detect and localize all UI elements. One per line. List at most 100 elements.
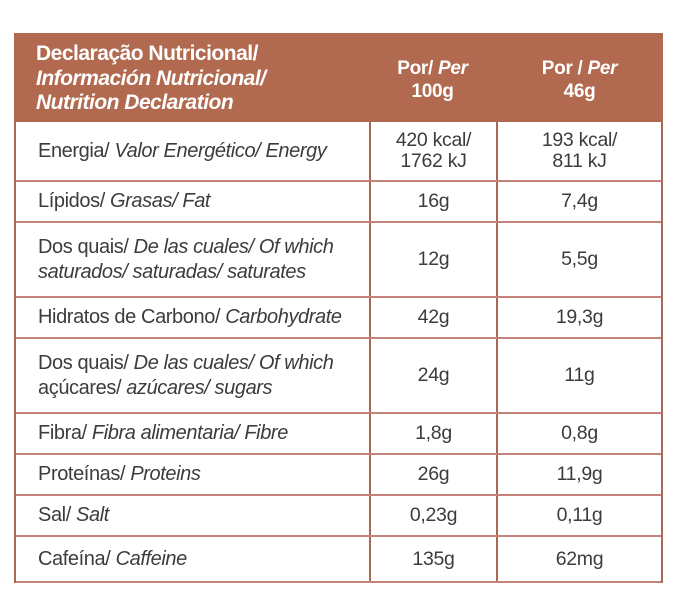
row-label: Energia/ Valor Energético/ Energy (16, 122, 369, 180)
label-segment: Proteínas/ (38, 463, 126, 485)
header-title: Declaração Nutricional/ Información Nutr… (14, 33, 369, 122)
row-label-line: Dos quais/ De las cuales/ Of which (38, 351, 365, 376)
label-segment: Cafeína/ (38, 547, 111, 570)
row-label: Fibra/ Fibra alimentaria/ Fibre (16, 414, 369, 453)
table-header: Declaração Nutricional/ Información Nutr… (14, 33, 663, 122)
header-col-italic: Per (433, 57, 468, 79)
row-value-per-46g: 193 kcal/811 kJ (496, 122, 661, 180)
label-segment: Grasas/ Fat (104, 190, 211, 212)
header-title-line-en: Nutrition Declaration (36, 91, 234, 114)
value-line: 0,11g (556, 504, 603, 526)
row-label-line: Proteínas/ Proteins (38, 462, 365, 487)
row-value-per-100g: 135g (369, 537, 496, 581)
header-col-per-100g: Por/ Per 100g (369, 33, 496, 122)
header-title-line-es: Información Nutricional/ (36, 66, 266, 90)
table-row-caffeine: Cafeína/ Caffeine 135g 62mg (16, 537, 661, 583)
header-col-upright: Por/ (397, 57, 434, 79)
row-label-line: Hidratos de Carbono/ Carbohydrate (38, 305, 365, 330)
label-segment: azúcares/ sugars (121, 376, 273, 399)
label-segment: Valor Energético/ Energy (109, 139, 327, 162)
header-col-per-46g-amount: 46g (563, 80, 596, 102)
value-line: 0,23g (409, 504, 458, 526)
row-value-per-46g: 0,11g (496, 496, 661, 535)
row-label-line: saturados/ saturadas/ saturates (38, 260, 365, 285)
header-col-per-46g-label: Por / Per (541, 57, 618, 80)
value-line: 11,9g (556, 463, 603, 485)
row-label-line: Energia/ Valor Energético/ Energy (38, 139, 365, 164)
value-line: 16g (417, 190, 450, 212)
row-value-per-100g: 16g (369, 182, 496, 221)
value-line: 19,3g (555, 306, 604, 328)
row-label-line: Sal/ Salt (38, 503, 365, 528)
nutrition-table: Declaração Nutricional/ Información Nutr… (14, 33, 663, 583)
value-line: 11g (564, 364, 595, 386)
row-value-per-46g: 7,4g (496, 182, 661, 221)
label-segment: De las cuales/ Of which (128, 351, 334, 374)
row-label-line: Cafeína/ Caffeine (38, 547, 365, 572)
row-label: Sal/ Salt (16, 496, 369, 535)
table-row-salt: Sal/ Salt 0,23g 0,11g (16, 496, 661, 537)
value-line: 42g (417, 306, 450, 328)
table-row-fat: Lípidos/ Grasas/ Fat 16g 7,4g (16, 182, 661, 223)
value-line: 62mg (555, 547, 604, 570)
table-row-carbohydrate: Hidratos de Carbono/ Carbohydrate 42g 19… (16, 298, 661, 339)
row-label-line: Dos quais/ De las cuales/ Of which (38, 235, 365, 260)
header-col-italic: Per (582, 57, 618, 79)
value-line: 193 kcal/ (541, 129, 618, 151)
label-segment: Carbohydrate (220, 306, 342, 328)
label-segment: Sal/ (38, 504, 71, 526)
value-line: 24g (417, 364, 450, 386)
value-line: 26g (417, 463, 450, 485)
value-line: 135g (412, 547, 455, 570)
label-segment: Caffeine (110, 547, 188, 570)
value-line: 0,8g (561, 422, 598, 444)
row-label: Dos quais/ De las cuales/ Of which satura… (16, 223, 369, 296)
header-title-line-pt: Declaração Nutricional/ (36, 42, 258, 65)
row-value-per-100g: 0,23g (369, 496, 496, 535)
header-col-per-100g-label: Por/ Per (397, 57, 468, 80)
label-segment: Lípidos/ (38, 190, 105, 212)
value-line: 1,8g (415, 422, 452, 444)
table-row-fibre: Fibra/ Fibra alimentaria/ Fibre 1,8g 0,8… (16, 414, 661, 455)
row-label-line: Fibra/ Fibra alimentaria/ Fibre (38, 421, 365, 446)
row-label: Proteínas/ Proteins (16, 455, 369, 494)
row-label: Lípidos/ Grasas/ Fat (16, 182, 369, 221)
table-row-saturates: Dos quais/ De las cuales/ Of which satura… (16, 223, 661, 298)
label-segment: Proteins (125, 463, 201, 485)
row-value-per-100g: 24g (369, 339, 496, 412)
label-segment: Fibra alimentaria/ Fibre (86, 422, 288, 444)
label-segment: açúcares/ (38, 376, 122, 399)
table-row-proteins: Proteínas/ Proteins 26g 11,9g (16, 455, 661, 496)
value-line: 7,4g (561, 190, 598, 212)
row-value-per-46g: 0,8g (496, 414, 661, 453)
row-value-per-46g: 5,5g (496, 223, 661, 296)
label-segment: Salt (70, 504, 109, 526)
label-segment: Dos quais/ (38, 235, 129, 258)
row-value-per-46g: 19,3g (496, 298, 661, 337)
row-label-line: açúcares/ azúcares/ sugars (38, 376, 365, 401)
row-value-per-46g: 11g (496, 339, 661, 412)
row-label: Cafeína/ Caffeine (16, 537, 369, 581)
row-value-per-100g: 12g (369, 223, 496, 296)
value-line: 420 kcal/ (395, 129, 472, 151)
label-segment: Dos quais/ (38, 351, 129, 374)
row-label: Dos quais/ De las cuales/ Of which açúcar… (16, 339, 369, 412)
label-segment: Hidratos de Carbono/ (38, 306, 221, 328)
table-row-energy: Energia/ Valor Energético/ Energy 420 kc… (16, 122, 661, 182)
header-col-per-46g: Por / Per 46g (496, 33, 663, 122)
header-col-per-100g-amount: 100g (411, 80, 454, 102)
label-segment: saturados/ saturadas/ saturates (38, 260, 306, 283)
value-line: 5,5g (561, 248, 598, 270)
value-line: 811 kJ (552, 150, 607, 172)
row-value-per-100g: 420 kcal/1762 kJ (369, 122, 496, 180)
label-segment: Fibra/ (38, 422, 87, 444)
header-col-upright: Por / (541, 57, 583, 79)
row-value-per-100g: 1,8g (369, 414, 496, 453)
row-value-per-46g: 62mg (496, 537, 661, 581)
label-segment: De las cuales/ Of which (128, 235, 334, 258)
row-value-per-100g: 26g (369, 455, 496, 494)
value-line: 12g (417, 248, 450, 270)
row-label: Hidratos de Carbono/ Carbohydrate (16, 298, 369, 337)
table-body: Energia/ Valor Energético/ Energy 420 kc… (14, 122, 663, 583)
